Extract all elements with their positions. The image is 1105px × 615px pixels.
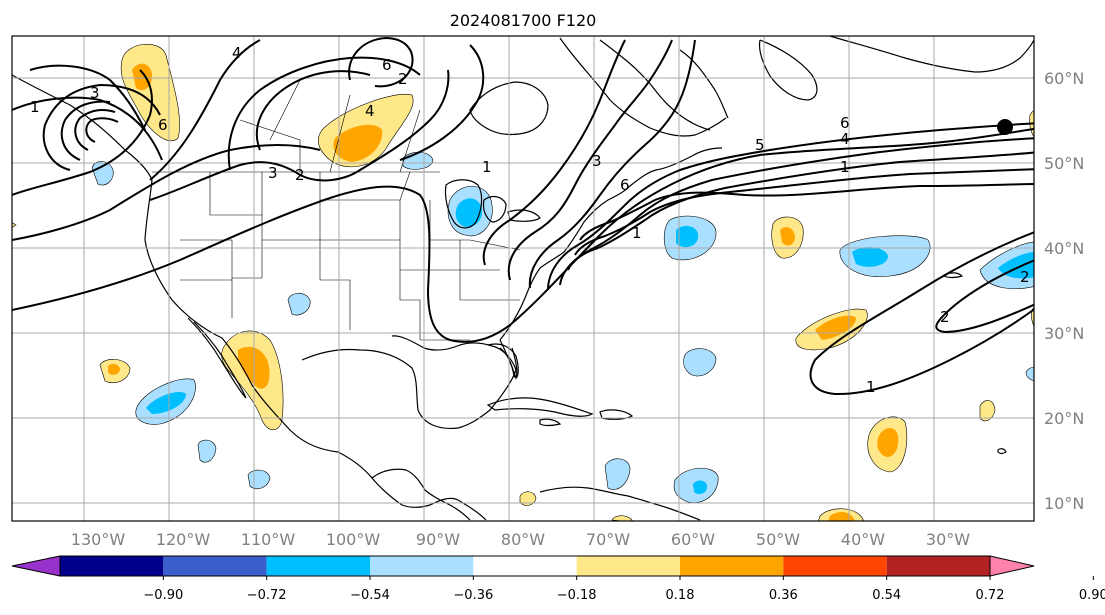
contour-label: 1 (482, 158, 492, 176)
map-frame (11, 35, 1035, 522)
contour-labels: 1 3 6 4 3 2 4 6 2 1 3 6 1 5 6 4 1 (30, 44, 1030, 396)
latitude-tick-label: 40°N (1044, 239, 1084, 258)
longitude-tick-label: 80°W (501, 530, 545, 549)
contour-label: 2 (1020, 268, 1030, 286)
contour-label: 6 (382, 56, 392, 74)
contour-lines: 1 3 6 4 3 2 4 6 2 1 3 6 1 5 6 4 1 (12, 36, 1034, 396)
negative-anomaly-shading (91, 151, 1034, 503)
latitude-labels: 60°N 50°N 40°N 30°N 20°N 10°N (1044, 69, 1084, 513)
colorbar-segment (473, 556, 577, 576)
contour-label: 5 (755, 136, 765, 154)
longitude-tick-label: 30°W (926, 530, 970, 549)
colorbar-segment (886, 556, 990, 576)
colorbar-tick-label: 0.90 (1079, 588, 1105, 603)
longitude-labels: 130°W 120°W 110°W 100°W 90°W 80°W 70°W 60°W 50°W… (71, 530, 970, 549)
contour-label: 1 (632, 224, 642, 242)
figure-title: 2024081700 F120 (450, 11, 597, 30)
colorbar-tick-label: −0.90 (143, 588, 183, 603)
colorbar-tick-label: −0.72 (247, 588, 287, 603)
colorbar-extend-low (11, 555, 61, 577)
colorbar-tick-label: 0.18 (666, 588, 695, 603)
longitude-tick-label: 50°W (756, 530, 800, 549)
latitude-tick-label: 60°N (1044, 69, 1084, 88)
contour-label: 4 (232, 44, 242, 62)
colorbar-segment (60, 556, 164, 576)
contour-label: 2 (295, 166, 305, 184)
latitude-tick-label: 20°N (1044, 409, 1084, 428)
colorbar-tick-label: −0.36 (453, 588, 493, 603)
colorbar-tick-label: −0.54 (350, 588, 390, 603)
contour-label: 3 (90, 84, 100, 102)
station-marker (997, 119, 1013, 135)
contour-label: 1 (840, 158, 850, 176)
colorbar-segment (370, 556, 474, 576)
colorbar-segment (680, 556, 784, 576)
map-background (12, 36, 1034, 521)
contour-label: 4 (365, 102, 375, 120)
colorbar: −0.90 −0.72 −0.54 −0.36 −0.18 0.18 0.36 0.54 0.7… (11, 555, 1105, 603)
longitude-tick-label: 100°W (326, 530, 381, 549)
colorbar-segment (163, 556, 267, 576)
gridlines (12, 36, 1034, 521)
latitude-tick-label: 30°N (1044, 324, 1084, 343)
longitude-tick-label: 60°W (671, 530, 715, 549)
colorbar-tick-label: 0.36 (769, 588, 798, 603)
longitude-tick-label: 40°W (841, 530, 885, 549)
longitude-tick-label: 90°W (416, 530, 460, 549)
colorbar-tick-label: 0.72 (976, 588, 1005, 603)
contour-label: 6 (158, 116, 168, 134)
longitude-tick-label: 70°W (586, 530, 630, 549)
contour-label: 3 (592, 152, 602, 170)
contour-label: 4 (840, 130, 850, 148)
colorbar-tick-label: −0.18 (557, 588, 597, 603)
latitude-tick-label: 10°N (1044, 494, 1084, 513)
map-panel: 1 3 6 4 3 2 4 6 2 1 3 6 1 5 6 4 1 (11, 35, 1035, 522)
colorbar-segment (266, 556, 370, 576)
contour-label: 6 (840, 114, 850, 132)
longitude-tick-label: 130°W (71, 530, 126, 549)
colorbar-segment (783, 556, 887, 576)
state-boundaries (152, 79, 521, 341)
contour-label: 2 (940, 308, 950, 326)
colorbar-tick-label: 0.54 (872, 588, 901, 603)
colorbar-frame (59, 555, 991, 577)
longitude-tick-label: 120°W (156, 530, 211, 549)
contour-label: 1 (30, 98, 40, 116)
contour-label: 6 (620, 176, 630, 194)
longitude-tick-label: 110°W (241, 530, 296, 549)
contour-label: 1 (866, 378, 876, 396)
contour-label: 3 (268, 164, 278, 182)
latitude-tick-label: 50°N (1044, 154, 1084, 173)
coastlines (12, 36, 1034, 521)
colorbar-extend-high (989, 555, 1035, 577)
colorbar-segment (576, 556, 680, 576)
contour-label: 2 (398, 70, 408, 88)
